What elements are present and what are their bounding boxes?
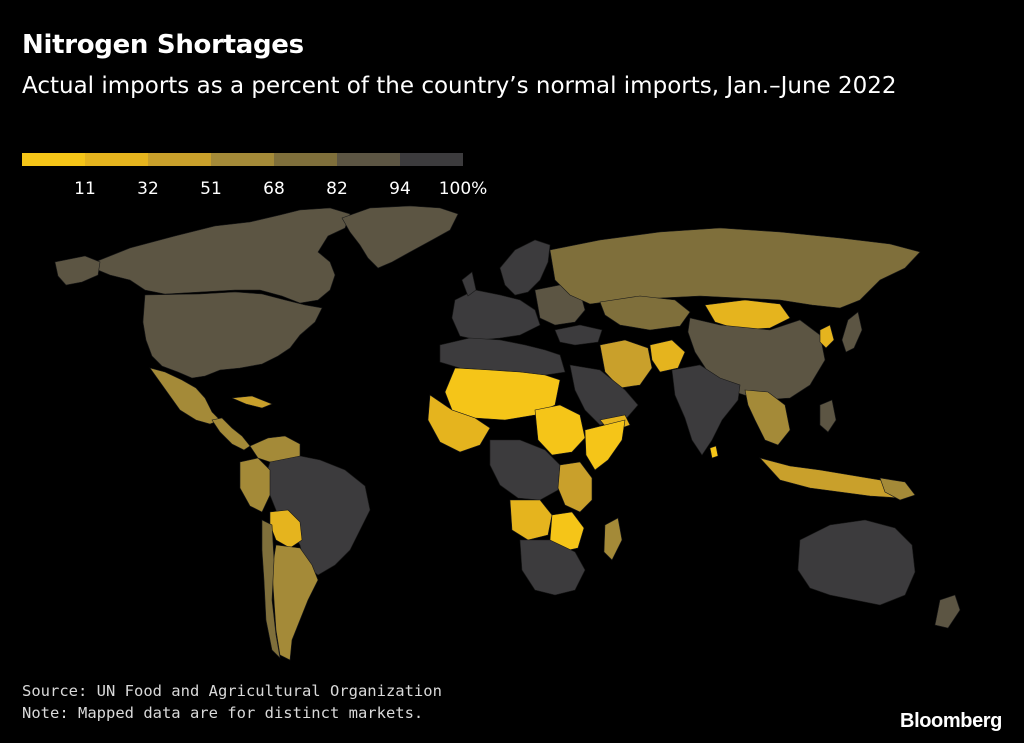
region-sudan [534,404,586,456]
region-peru [239,457,271,513]
region-australia [797,519,916,606]
chart-subtitle: Actual imports as a percent of the count… [22,73,897,99]
legend-tick-94: 94 [389,179,411,199]
legend-swatch-6 [337,153,400,166]
region-russia [549,227,921,309]
region-new-zealand [934,594,961,629]
region-canada [94,207,351,304]
legend-tick-82: 82 [326,179,348,199]
legend-tick-11: 11 [74,179,96,199]
legend-swatch-7 [400,153,463,166]
region-mexico [149,367,221,425]
region-chile [261,519,281,659]
region-scandinavia [499,239,551,296]
region-korea [819,324,835,349]
region-afghanistan [649,339,686,373]
legend-swatch-4 [211,153,274,166]
legend-tick-100: 100% [438,179,488,199]
legend-swatch-2 [85,153,148,166]
region-argentina [271,544,319,661]
note-line: Note: Mapped data are for distinct marke… [22,704,424,722]
region-india [671,364,741,456]
region-southeast-asia [744,389,791,446]
region-brazil [264,455,371,576]
region-philippines [819,399,837,433]
chart-title: Nitrogen Shortages [22,30,304,60]
legend-swatch-5 [274,153,337,166]
region-central-africa [489,439,561,501]
region-central-america [211,417,251,451]
region-angola [509,499,553,541]
region-japan [841,311,863,353]
region-horn-of-africa [584,419,626,471]
legend-swatch-3 [148,153,211,166]
region-cuba [231,395,273,409]
source-note: Source: UN Food and Agricultural Organiz… [22,680,442,724]
region-west-africa [427,394,491,453]
region-mongolia [704,299,791,331]
region-madagascar [603,517,623,561]
region-iran [599,339,653,389]
legend-tick-51: 51 [200,179,222,199]
source-line: Source: UN Food and Agricultural Organiz… [22,682,442,700]
legend-tick-32: 32 [137,179,159,199]
region-western-europe [451,289,541,341]
color-legend [22,153,463,166]
region-turkey [554,324,603,346]
world-map [54,205,961,661]
region-sri-lanka [709,445,719,459]
region-east-africa [557,461,593,513]
legend-tick-68: 68 [263,179,285,199]
region-uk [461,271,477,297]
region-alaska [54,255,101,286]
region-kazakhstan [599,295,691,331]
region-greenland [341,205,459,269]
region-indonesia [759,457,906,499]
legend-swatch-1 [22,153,85,166]
bloomberg-logo: Bloomberg [900,710,1002,732]
region-papua [879,477,916,501]
region-southern-africa [519,539,586,596]
region-usa [142,291,323,379]
